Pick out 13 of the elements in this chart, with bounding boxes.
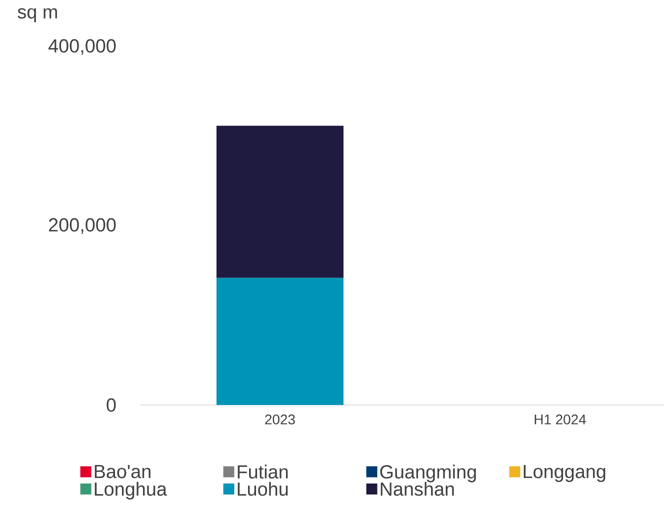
y-tick-label: 0 bbox=[106, 398, 116, 412]
legend-label: Futian bbox=[238, 464, 288, 479]
legend-label: Bao'an bbox=[94, 465, 150, 478]
legend-label: Luohu bbox=[238, 482, 288, 496]
y-tick-label: 400,000 bbox=[48, 39, 116, 55]
x-tick-label: H1 2024 bbox=[534, 414, 586, 424]
x-tick-label: 2023 bbox=[265, 414, 295, 424]
legend-label: Nanshan bbox=[380, 482, 454, 496]
y-axis-title: sq m bbox=[18, 8, 57, 22]
legend-label: Guangming bbox=[380, 464, 476, 482]
y-tick-label: 200,000 bbox=[49, 218, 116, 234]
legend-label: Longhua bbox=[94, 482, 167, 500]
legend-label: Longgang bbox=[524, 465, 606, 482]
